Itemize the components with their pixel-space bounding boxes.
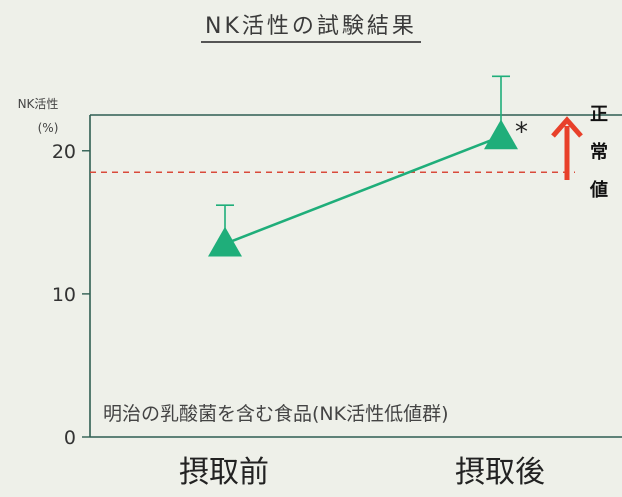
arrow-head bbox=[551, 116, 583, 138]
series-group: * bbox=[208, 75, 528, 257]
y-tick-label: 20 bbox=[52, 141, 76, 163]
up-arrow-icon bbox=[551, 116, 583, 180]
normal-label-char-3: 値 bbox=[589, 179, 608, 201]
y-axis-label: NK活性 bbox=[18, 97, 59, 111]
y-tick-label: 10 bbox=[52, 284, 76, 306]
chart-title: NK活性の試験結果 bbox=[0, 8, 622, 43]
significance-marker: * bbox=[515, 117, 528, 147]
axes: 0 10 20 bbox=[52, 114, 622, 449]
data-point-after bbox=[484, 119, 518, 150]
normal-value-indicator: 正 常 値 bbox=[551, 104, 608, 201]
data-point-before bbox=[208, 226, 242, 257]
y-axis-unit: (%) bbox=[38, 121, 59, 135]
series-line bbox=[224, 135, 502, 246]
x-tick-label-before: 摂取前 bbox=[179, 455, 269, 490]
normal-label-char-2: 常 bbox=[590, 141, 608, 163]
y-tick-label: 0 bbox=[64, 427, 76, 449]
group-annotation: 明治の乳酸菌を含む食品(NK活性低値群) bbox=[103, 403, 449, 425]
normal-label-char-1: 正 bbox=[590, 104, 608, 125]
x-tick-label-after: 摂取後 bbox=[455, 455, 545, 490]
